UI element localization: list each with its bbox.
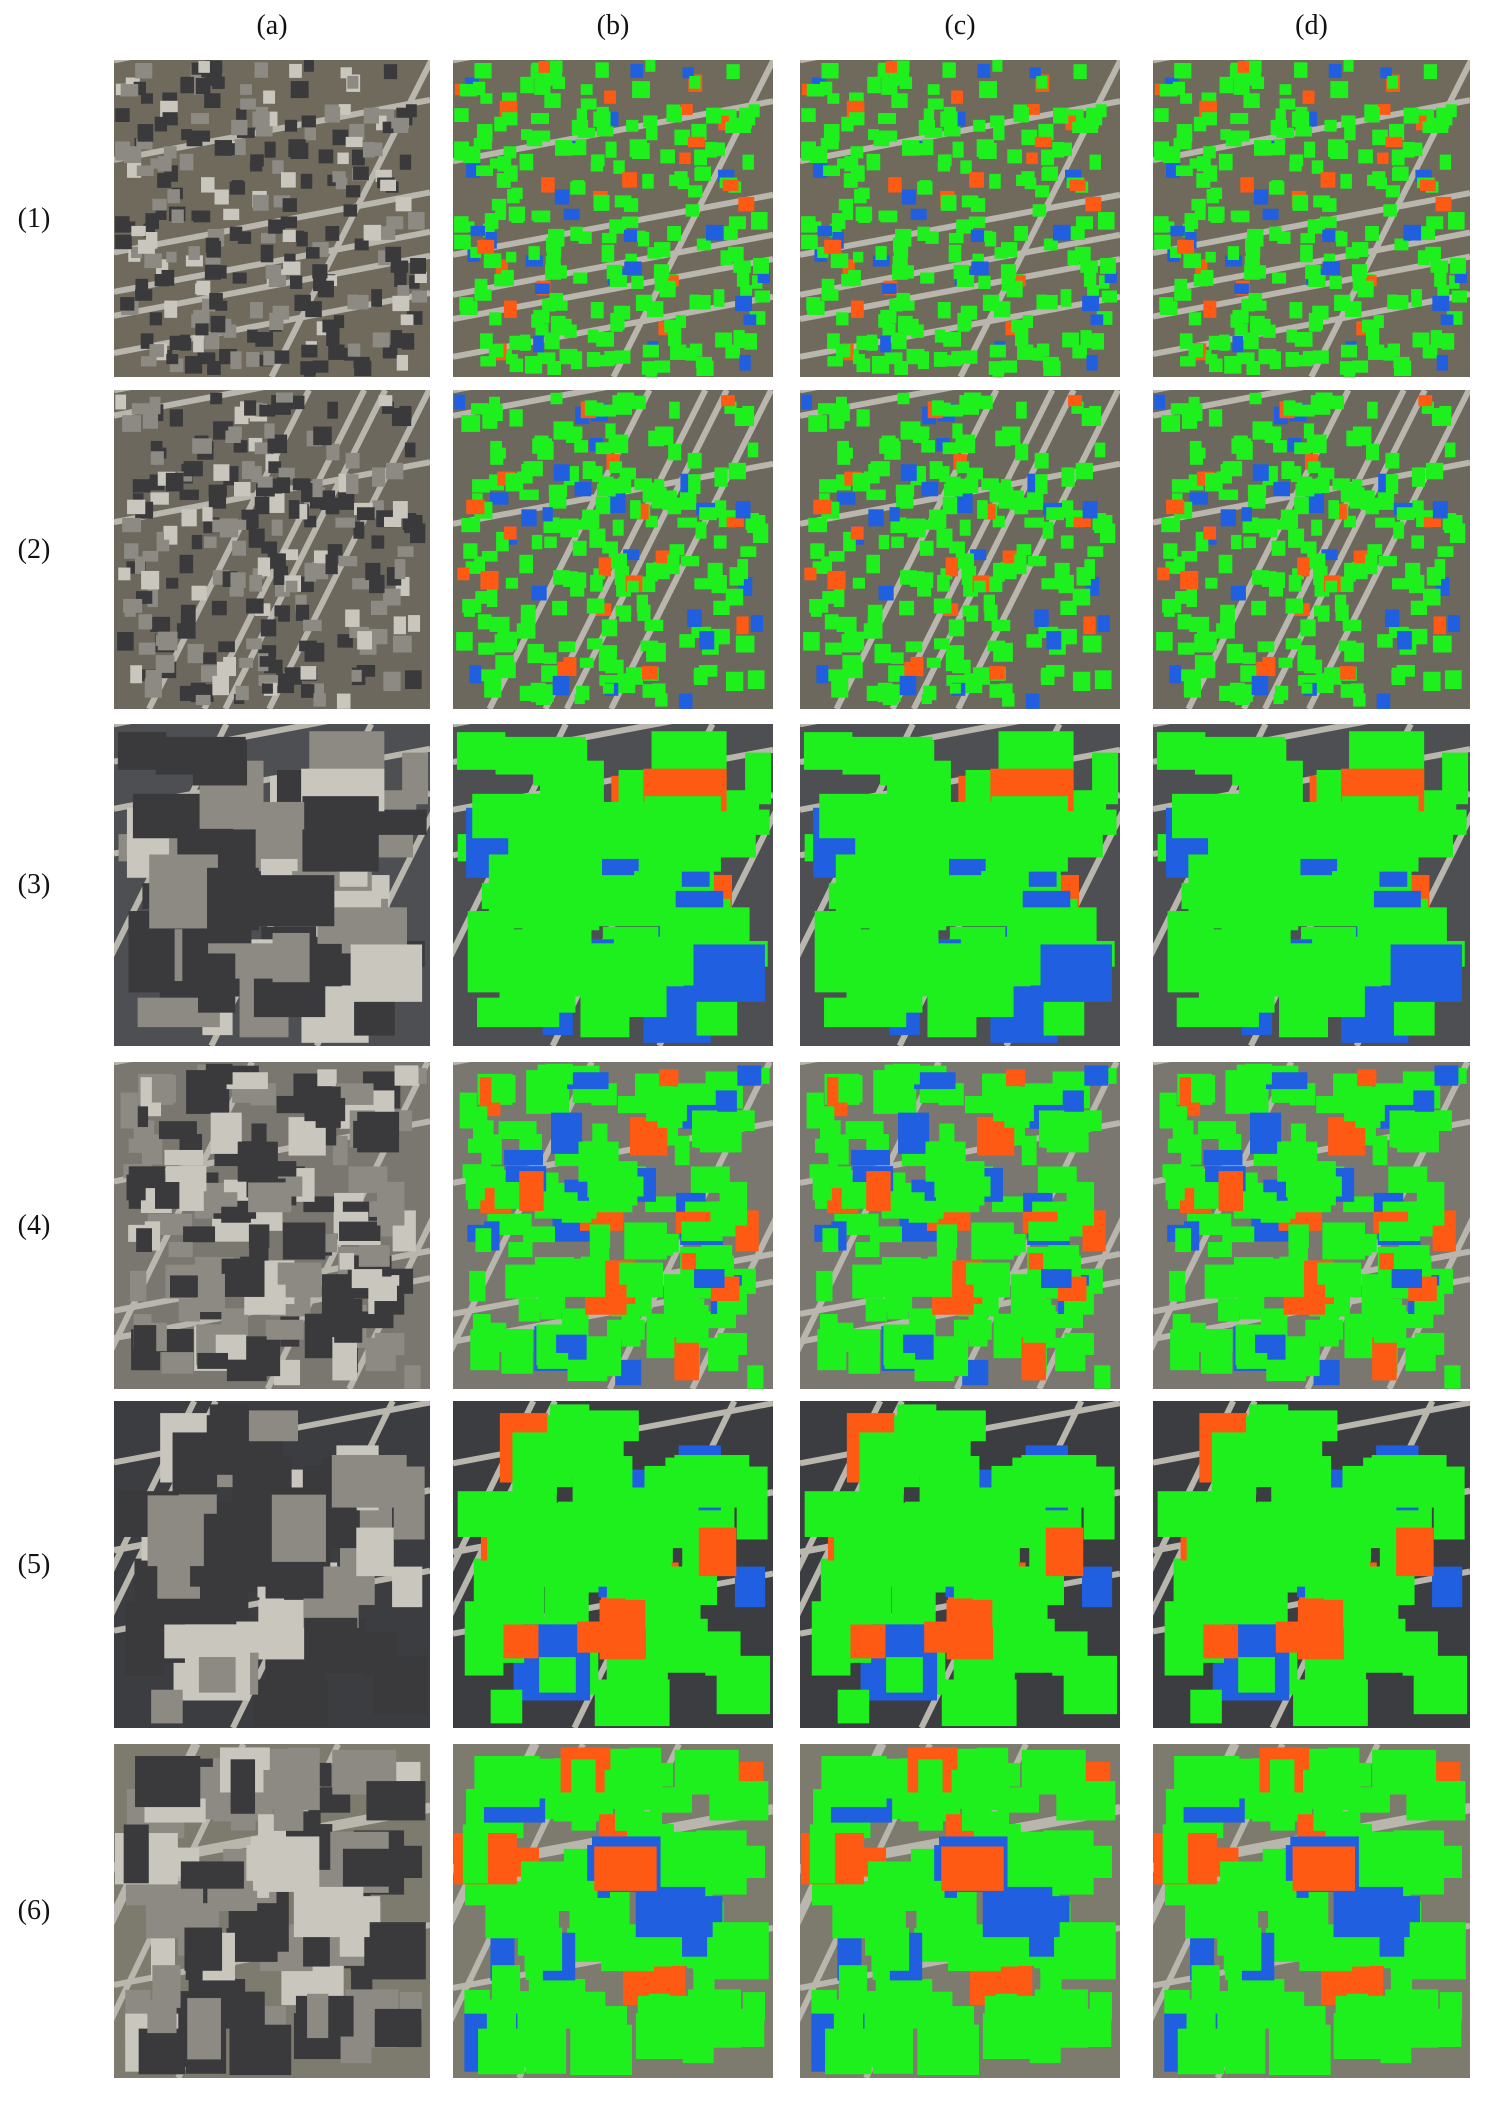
aerial-image [114, 1744, 430, 2078]
aerial-image [114, 1401, 430, 1728]
aerial-image [1153, 1062, 1470, 1389]
aerial-image [1153, 724, 1470, 1046]
aerial-image [800, 724, 1120, 1046]
row-label: (3) [17, 869, 51, 900]
row-label: (1) [17, 202, 51, 234]
aerial-image [1153, 60, 1470, 377]
column-label: (c) [944, 10, 976, 41]
aerial-image [114, 1062, 430, 1389]
aerial-image [800, 60, 1120, 377]
aerial-image [453, 390, 773, 709]
aerial-image [800, 1062, 1120, 1389]
column-label: (b) [596, 10, 630, 41]
aerial-image [453, 724, 773, 1046]
aerial-image [114, 724, 430, 1046]
row-label: (6) [17, 1895, 51, 1926]
aerial-image [1153, 1744, 1470, 2078]
column-label: (d) [1295, 10, 1328, 41]
aerial-image [453, 1744, 773, 2078]
aerial-image [800, 1401, 1120, 1728]
aerial-image [114, 390, 430, 709]
column-label: (a) [256, 10, 288, 41]
aerial-image [1153, 390, 1470, 709]
aerial-image [800, 390, 1120, 709]
aerial-image [453, 1062, 773, 1389]
row-label: (2) [17, 533, 51, 565]
aerial-image [114, 60, 430, 377]
row-label: (4) [17, 1209, 51, 1241]
aerial-image [800, 1744, 1120, 2078]
aerial-image [1153, 1401, 1470, 1728]
row-label: (5) [17, 1548, 51, 1580]
aerial-image [453, 1401, 773, 1728]
aerial-image [453, 60, 773, 377]
